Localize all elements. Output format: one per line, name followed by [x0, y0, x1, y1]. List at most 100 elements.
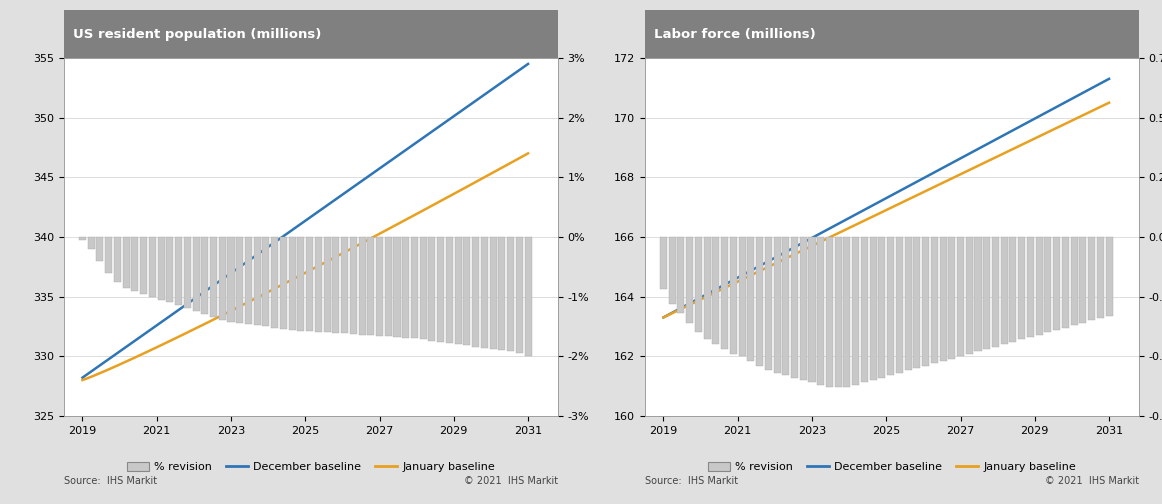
Bar [739, 237, 746, 356]
Bar [765, 237, 772, 370]
Bar [809, 237, 816, 383]
Bar [306, 237, 313, 331]
Bar [385, 237, 392, 337]
Bar [429, 237, 436, 341]
Bar [1027, 237, 1034, 337]
Text: Source:  IHS Markit: Source: IHS Markit [64, 476, 157, 486]
Text: © 2021  IHS Markit: © 2021 IHS Markit [1045, 476, 1139, 486]
Bar [887, 237, 894, 375]
Bar [280, 237, 287, 329]
Bar [834, 237, 841, 387]
Text: US resident population (millions): US resident population (millions) [73, 28, 322, 40]
Bar [957, 237, 964, 356]
Bar [367, 237, 374, 335]
Bar [236, 237, 243, 323]
Bar [149, 237, 156, 296]
Bar [263, 237, 270, 327]
Bar [992, 237, 999, 347]
Bar [1097, 237, 1104, 318]
Bar [1045, 237, 1052, 332]
Bar [411, 237, 418, 338]
Bar [695, 237, 702, 332]
Text: Labor force (millions): Labor force (millions) [654, 28, 816, 40]
Bar [323, 237, 331, 332]
Bar [1018, 237, 1025, 340]
Bar [472, 237, 479, 347]
Bar [896, 237, 903, 373]
Bar [524, 237, 531, 356]
Legend: % revision, December baseline, January baseline: % revision, December baseline, January b… [703, 457, 1081, 476]
Bar [1079, 237, 1086, 323]
Bar [437, 237, 444, 342]
Bar [923, 237, 930, 366]
Bar [1062, 237, 1069, 328]
Bar [210, 237, 217, 318]
Bar [722, 237, 729, 349]
Text: © 2021  IHS Markit: © 2021 IHS Markit [464, 476, 558, 486]
Bar [704, 237, 711, 340]
Bar [869, 237, 876, 380]
Bar [1053, 237, 1060, 330]
Bar [106, 237, 113, 273]
Bar [774, 237, 781, 373]
Bar [878, 237, 885, 377]
Bar [844, 237, 851, 387]
Bar [419, 237, 426, 340]
Bar [904, 237, 912, 370]
Bar [297, 237, 304, 331]
Bar [498, 237, 505, 350]
Bar [677, 237, 684, 313]
Bar [201, 237, 208, 314]
Bar [687, 237, 694, 323]
Bar [861, 237, 868, 383]
Bar [1070, 237, 1077, 325]
Bar [747, 237, 754, 361]
Bar [782, 237, 789, 375]
Bar [464, 237, 471, 345]
Bar [96, 237, 103, 261]
Bar [756, 237, 763, 366]
Bar [940, 237, 947, 361]
Bar [193, 237, 200, 311]
Bar [799, 237, 806, 380]
Bar [332, 237, 339, 333]
Bar [660, 237, 667, 289]
Bar [87, 237, 95, 249]
Bar [454, 237, 461, 344]
Bar [1010, 237, 1017, 342]
Bar [271, 237, 278, 328]
Bar [983, 237, 990, 349]
Bar [948, 237, 955, 358]
Bar [516, 237, 523, 353]
Bar [394, 237, 401, 337]
Bar [481, 237, 488, 348]
Bar [184, 237, 191, 308]
Bar [712, 237, 719, 344]
Bar [817, 237, 824, 385]
Bar [158, 237, 165, 299]
Bar [315, 237, 322, 332]
Bar [913, 237, 920, 368]
Bar [446, 237, 453, 343]
Bar [288, 237, 295, 330]
Bar [141, 237, 148, 293]
Bar [507, 237, 514, 351]
Bar [253, 237, 260, 325]
Bar [114, 237, 121, 282]
Bar [359, 237, 366, 335]
Bar [730, 237, 737, 354]
Bar [79, 237, 86, 240]
Bar [376, 237, 383, 336]
Bar [668, 237, 676, 304]
Bar [218, 237, 225, 321]
Bar [975, 237, 982, 351]
Bar [931, 237, 938, 363]
Bar [166, 237, 173, 302]
Bar [228, 237, 235, 322]
Bar [1000, 237, 1007, 344]
Bar [342, 237, 349, 334]
Bar [1088, 237, 1095, 321]
Bar [966, 237, 973, 354]
Bar [350, 237, 357, 334]
Bar [1035, 237, 1042, 335]
